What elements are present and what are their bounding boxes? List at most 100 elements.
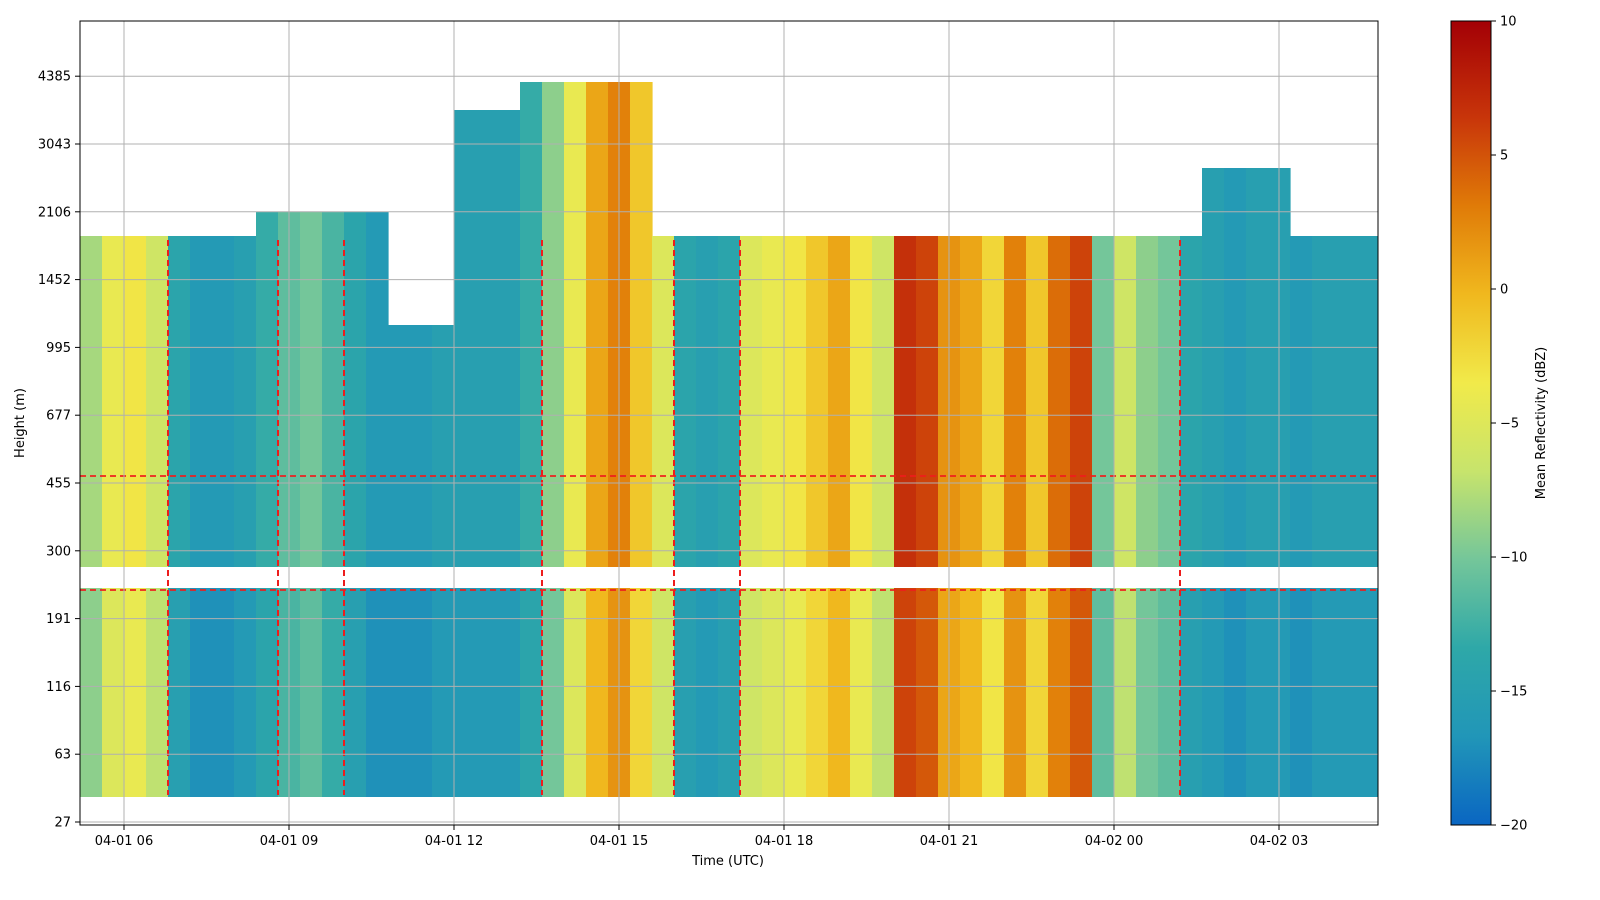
heatmap-column — [1246, 588, 1269, 797]
heatmap-column — [960, 588, 983, 797]
x-tick-label: 04-01 06 — [95, 834, 153, 849]
heatmap-column — [212, 588, 235, 797]
heatmap-column — [1202, 168, 1225, 567]
heatmap-column — [102, 588, 125, 797]
heatmap-column — [784, 236, 807, 567]
y-tick-label: 300 — [46, 544, 71, 559]
heatmap-column — [762, 236, 785, 567]
heatmap-column — [564, 82, 587, 567]
heatmap-column — [542, 588, 565, 797]
heatmap-cells — [80, 82, 1401, 797]
heatmap-column — [1158, 236, 1181, 567]
heatmap-column — [696, 236, 719, 567]
heatmap-column — [1004, 236, 1027, 567]
heatmap-column — [982, 236, 1005, 567]
heatmap-column — [520, 588, 543, 797]
heatmap-column — [1180, 588, 1203, 797]
heatmap-column — [630, 588, 653, 797]
heatmap-column — [1136, 236, 1159, 567]
heatmap-column — [344, 212, 367, 567]
heatmap-column — [432, 588, 455, 797]
colorbar-axis: 10 5 0 −5 −10 −15 −20 — [1491, 15, 1527, 834]
heatmap-column — [916, 588, 939, 797]
heatmap-column — [1114, 588, 1137, 797]
heatmap-column — [498, 110, 521, 567]
heatmap-column — [1312, 236, 1335, 567]
colorbar-tick-label: −15 — [1500, 685, 1527, 700]
heatmap-column — [652, 236, 675, 567]
heatmap-column — [696, 588, 719, 797]
y-axis-label: Height (m) — [13, 388, 28, 458]
y-tick-label: 1452 — [38, 273, 71, 288]
heatmap-column — [828, 588, 851, 797]
colorbar-label: Mean Reflectivity (dBZ) — [1534, 347, 1549, 500]
y-tick-label: 191 — [46, 612, 71, 627]
heatmap-column — [146, 236, 169, 567]
heatmap-column — [1070, 588, 1093, 797]
heatmap-column — [388, 588, 411, 797]
heatmap-column — [300, 588, 323, 797]
colorbar-tick-label: −20 — [1500, 819, 1527, 834]
grid-lines — [80, 21, 1378, 825]
colorbar — [1450, 20, 1492, 826]
colorbar-tick-label: 0 — [1500, 283, 1508, 298]
heatmap-column — [718, 588, 741, 797]
y-tick-label: 4385 — [38, 70, 71, 85]
heatmap-column — [80, 236, 103, 567]
heatmap-column — [146, 588, 169, 797]
heatmap-column — [1290, 236, 1313, 567]
y-tick-label: 455 — [46, 477, 71, 492]
heatmap-column — [454, 588, 477, 797]
y-tick-label: 2106 — [38, 205, 71, 220]
heatmap-column — [586, 588, 609, 797]
heatmap-column — [1202, 588, 1225, 797]
x-tick-label: 04-01 18 — [755, 834, 813, 849]
y-tick-label: 63 — [54, 748, 71, 763]
heatmap-column — [1092, 236, 1115, 567]
heatmap-column — [322, 212, 345, 567]
heatmap-column — [1070, 236, 1093, 567]
heatmap-column — [1048, 236, 1071, 567]
heatmap-column — [674, 236, 697, 567]
heatmap-column — [960, 236, 983, 567]
heatmap-column — [410, 325, 433, 567]
plot-frame — [79, 20, 1379, 826]
heatmap-column — [1136, 588, 1159, 797]
heatmap-column — [322, 588, 345, 797]
heatmap-column — [762, 588, 785, 797]
heatmap-column — [366, 212, 389, 567]
heatmap-column — [388, 325, 411, 567]
heatmap-column — [1180, 236, 1203, 567]
y-tick-label: 995 — [46, 341, 71, 356]
heatmap-column — [542, 82, 565, 567]
heatmap-column — [630, 82, 653, 567]
y-tick-label: 116 — [46, 680, 71, 695]
heatmap-column — [1048, 588, 1071, 797]
heatmap-column — [124, 236, 147, 567]
heatmap-column — [1004, 588, 1027, 797]
heatmap-column — [806, 236, 829, 567]
heatmap-column — [300, 212, 323, 567]
heatmap-column — [1114, 236, 1137, 567]
heatmap-column — [1356, 236, 1378, 567]
x-tick-label: 04-02 03 — [1250, 834, 1308, 849]
x-axis-label: Time (UTC) — [691, 854, 764, 869]
heatmap-column — [806, 588, 829, 797]
heatmap-column — [1378, 588, 1401, 797]
heatmap-column — [432, 325, 455, 567]
heatmap-column — [982, 588, 1005, 797]
heatmap-column — [564, 588, 587, 797]
x-tick-label: 04-01 12 — [425, 834, 483, 849]
heatmap-column — [872, 588, 895, 797]
heatmap-column — [784, 588, 807, 797]
heatmap-column — [520, 82, 543, 567]
heatmap-column — [674, 588, 697, 797]
heatmap-column — [1092, 588, 1115, 797]
heatmap-column — [234, 236, 257, 567]
heatmap-column — [1224, 168, 1247, 567]
heatmap-column — [740, 588, 763, 797]
heatmap-column — [1224, 588, 1247, 797]
heatmap-column — [1378, 236, 1401, 567]
y-tick-label: 27 — [54, 816, 71, 831]
heatmap-column — [1246, 168, 1269, 567]
